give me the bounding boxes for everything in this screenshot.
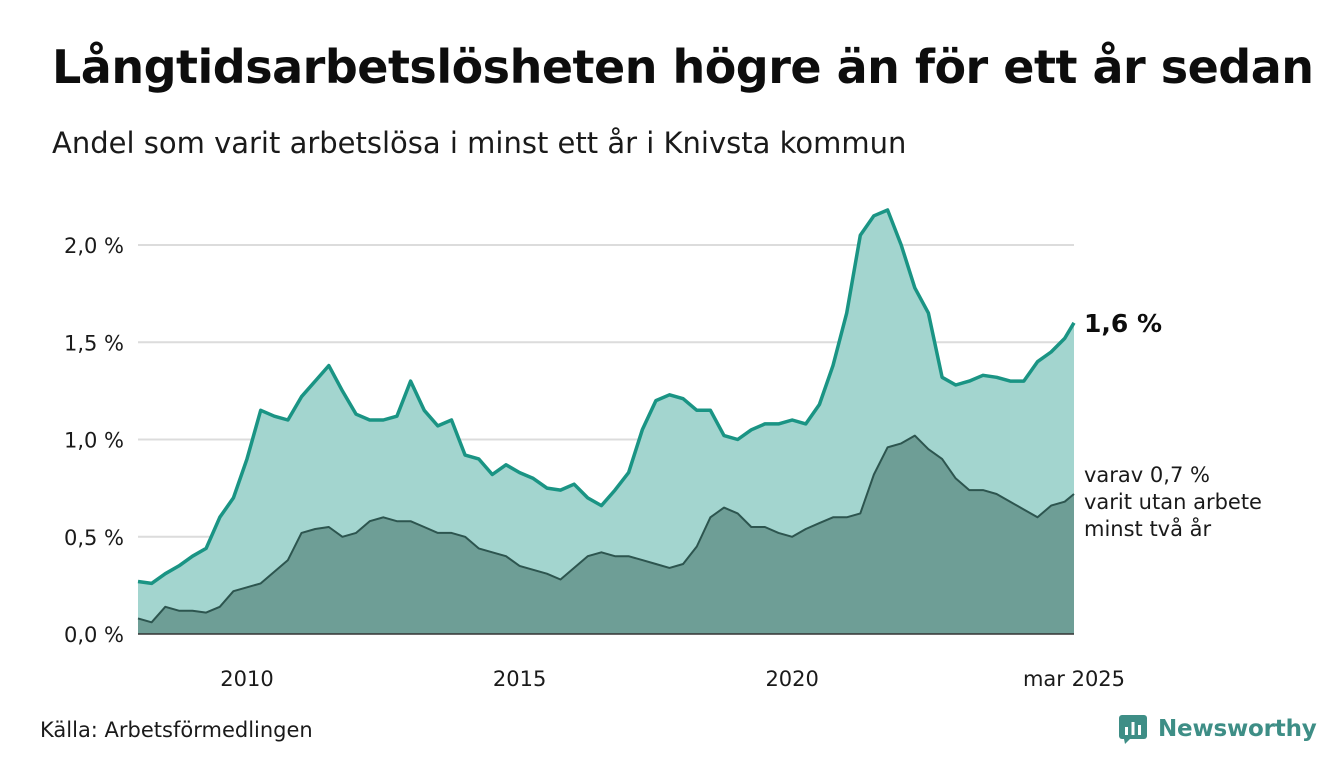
series-total-line	[137, 208, 1076, 586]
sub-series-annotation-line: minst två år	[1084, 516, 1212, 541]
chart-title: Långtidsarbetslösheten högre än för ett …	[52, 40, 1314, 94]
series-two-years-area	[138, 435, 1074, 634]
y-tick-label: 1,5 %	[64, 331, 124, 355]
x-tick-label: 2015	[493, 667, 546, 691]
x-tick-label: 2020	[765, 667, 818, 691]
chart-subtitle: Andel som varit arbetslösa i minst ett å…	[52, 126, 907, 160]
sub-series-annotation-line: varav 0,7 %	[1084, 463, 1210, 487]
latest-value-label: 1,6 %	[1084, 309, 1162, 338]
y-tick-label: 2,0 %	[64, 234, 124, 258]
brand-name: Newsworthy	[1158, 716, 1317, 742]
source-note: Källa: Arbetsförmedlingen	[40, 718, 313, 742]
chart-logo-icon	[1119, 715, 1147, 744]
newsworthy-logo: Newsworthy	[1118, 714, 1317, 744]
x-tick-label: 2010	[220, 667, 273, 691]
y-tick-label: 0,5 %	[64, 526, 124, 550]
series-two-years-line	[137, 434, 1075, 624]
x-tick-label: mar 2025	[1023, 667, 1125, 691]
y-tick-label: 1,0 %	[64, 429, 124, 453]
y-tick-label: 0,0 %	[64, 623, 124, 647]
sub-series-annotation-line: varit utan arbete	[1084, 490, 1262, 514]
